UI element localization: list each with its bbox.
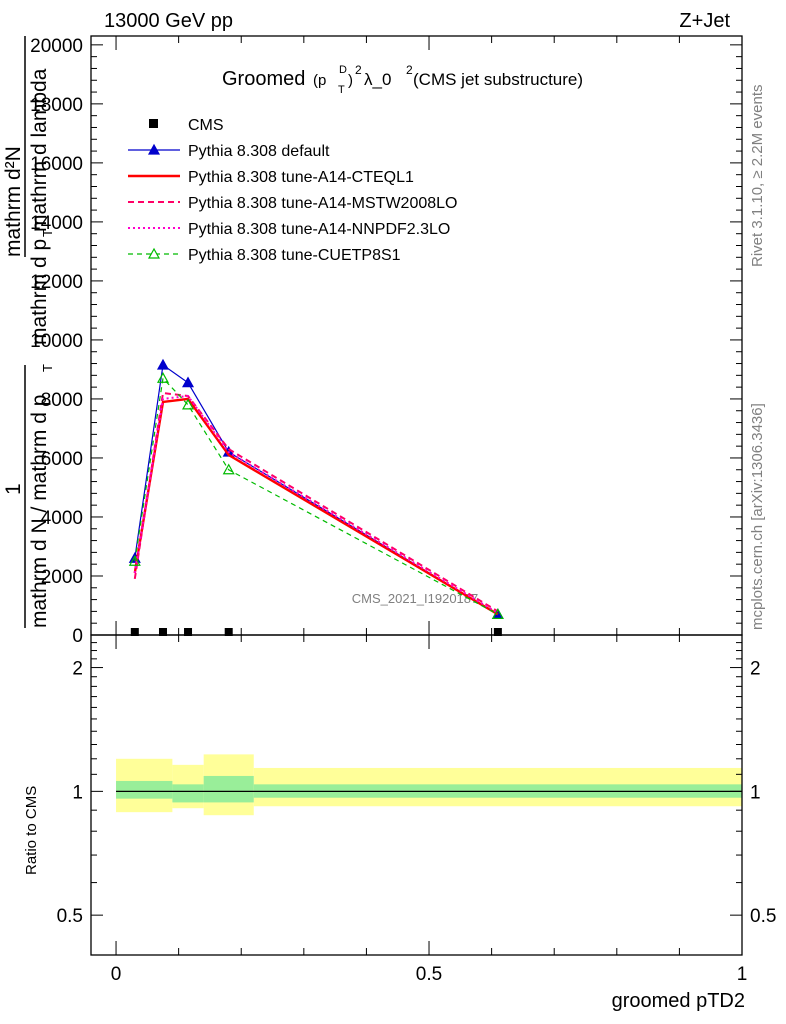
cms-data-point <box>130 628 139 636</box>
series-4 <box>133 394 499 614</box>
rivet-label: Rivet 3.1.10, ≥ 2.2M events <box>749 85 766 268</box>
plot-title: Groomed (p D T ) 2 λ_0 2 (CMS jet substr… <box>222 63 583 96</box>
title-sup-d: D <box>339 64 347 76</box>
process-label: Z+Jet <box>679 10 730 32</box>
ratio-band-inner-0 <box>116 780 173 799</box>
legend: CMS Pythia 8.308 default Pythia 8.308 tune… <box>128 117 457 264</box>
ratio-y-axis-label: Ratio to CMS <box>23 786 40 875</box>
main-ytick-label: 6000 <box>41 449 83 470</box>
main-ytick-label: 16000 <box>30 154 83 175</box>
series-marker <box>491 608 504 619</box>
axes-layer: 0 2000 4000 6000 8000 10000 12000 14000 16000 180… <box>30 35 776 985</box>
series-line <box>134 376 499 615</box>
ylabel-den2: mathrm d lambda <box>28 68 51 232</box>
series-5 <box>128 372 504 619</box>
main-ytick-label: 12000 <box>30 272 83 293</box>
title-paren-close: ) <box>348 72 353 89</box>
energy-label: 13000 GeV pp <box>104 10 233 32</box>
legend-entry-1: Pythia 8.308 default <box>128 143 330 160</box>
title-paren: (CMS jet substructure) <box>413 70 583 89</box>
legend-marker <box>147 143 161 155</box>
main-ytick-label: 4000 <box>41 508 83 529</box>
title-paren-open: (p <box>313 72 326 89</box>
legend-marker <box>147 247 161 259</box>
mcplots-label: mcplots.cern.ch [arXiv:1306.3436] <box>749 403 766 630</box>
series-line <box>133 397 499 616</box>
legend-entry-5: Pythia 8.308 tune-CUETP8S1 <box>128 247 401 264</box>
legend-label: Pythia 8.308 tune-A14-CTEQL1 <box>188 169 414 186</box>
series-marker <box>182 376 195 388</box>
series-line <box>133 394 499 614</box>
legend-entry-3: Pythia 8.308 tune-A14-MSTW2008LO <box>128 195 457 212</box>
ratio-ytick-label-right: 1 <box>750 782 761 803</box>
main-ytick-label: 18000 <box>30 95 83 116</box>
main-ytick-label: 0 <box>72 626 83 647</box>
legend-entry-2: Pythia 8.308 tune-A14-CTEQL1 <box>128 169 414 186</box>
xtick-label: 1 <box>737 964 748 985</box>
ylabel-den1: mathrm d p <box>28 239 51 345</box>
title-groomed: Groomed <box>222 68 305 90</box>
series-marker <box>128 554 141 566</box>
analysis-watermark: CMS_2021_I1920187 <box>352 591 479 606</box>
ratio-band-inner-1 <box>172 784 204 803</box>
legend-entry-0: CMS <box>149 117 224 134</box>
series-layer <box>128 358 504 636</box>
cms-data-point <box>184 628 193 636</box>
main-ytick-label: 8000 <box>41 390 83 411</box>
cms-data-point <box>493 628 502 636</box>
ylabel-frac: mathrm d N / mathrm d p <box>28 395 51 628</box>
ylabel-frac-sub: T <box>40 364 55 372</box>
ratio-bands <box>116 754 742 816</box>
x-axis-label: groomed pTD2 <box>612 990 745 1012</box>
cms-data-point <box>158 628 167 636</box>
title-sub-t: T <box>338 84 345 96</box>
series-marker <box>182 398 195 410</box>
legend-label: Pythia 8.308 tune-CUETP8S1 <box>188 247 401 264</box>
series-marker <box>222 463 235 475</box>
title-sup-2b: 2 <box>406 63 413 77</box>
legend-entry-4: Pythia 8.308 tune-A14-NNPDF2.3LO <box>128 221 450 238</box>
series-2 <box>133 397 499 616</box>
ratio-ytick-label: 2 <box>72 659 83 680</box>
legend-swatch <box>149 119 158 128</box>
legend-label: Pythia 8.308 tune-A14-MSTW2008LO <box>188 195 457 212</box>
ylabel-top: mathrm d²N <box>2 146 25 257</box>
legend-label: Pythia 8.308 tune-A14-NNPDF2.3LO <box>188 221 450 238</box>
series-3 <box>133 391 499 613</box>
cms-data-point <box>224 628 233 636</box>
legend-label: Pythia 8.308 default <box>188 143 330 160</box>
title-lambda: λ_0 <box>364 70 391 89</box>
ratio-ytick-label: 0.5 <box>57 906 83 927</box>
series-line <box>133 391 499 613</box>
main-ytick-label: 2000 <box>41 567 83 588</box>
ratio-ytick-label-right: 0.5 <box>750 906 776 927</box>
xtick-label: 0.5 <box>416 964 442 985</box>
series-marker <box>156 372 170 383</box>
ylabel-one: 1 <box>2 483 25 495</box>
ratio-ytick-label-right: 2 <box>750 659 761 680</box>
series-marker <box>156 358 170 370</box>
main-ytick-label: 10000 <box>30 331 83 352</box>
main-ytick-label: 14000 <box>30 213 83 234</box>
ratio-frame <box>90 634 743 956</box>
ratio-band-inner-2 <box>203 775 254 803</box>
ylabel-den1-sub: T <box>40 229 55 237</box>
xtick-label: 0 <box>111 964 122 985</box>
legend-label: CMS <box>188 117 224 134</box>
title-sup-2: 2 <box>355 63 362 77</box>
main-ytick-label: 20000 <box>30 36 83 57</box>
series-0 <box>130 628 502 636</box>
main-y-axis-label: mathrm d²N mathrm d p T mathrm d lambda … <box>2 36 55 628</box>
ratio-ytick-label: 1 <box>72 782 83 803</box>
